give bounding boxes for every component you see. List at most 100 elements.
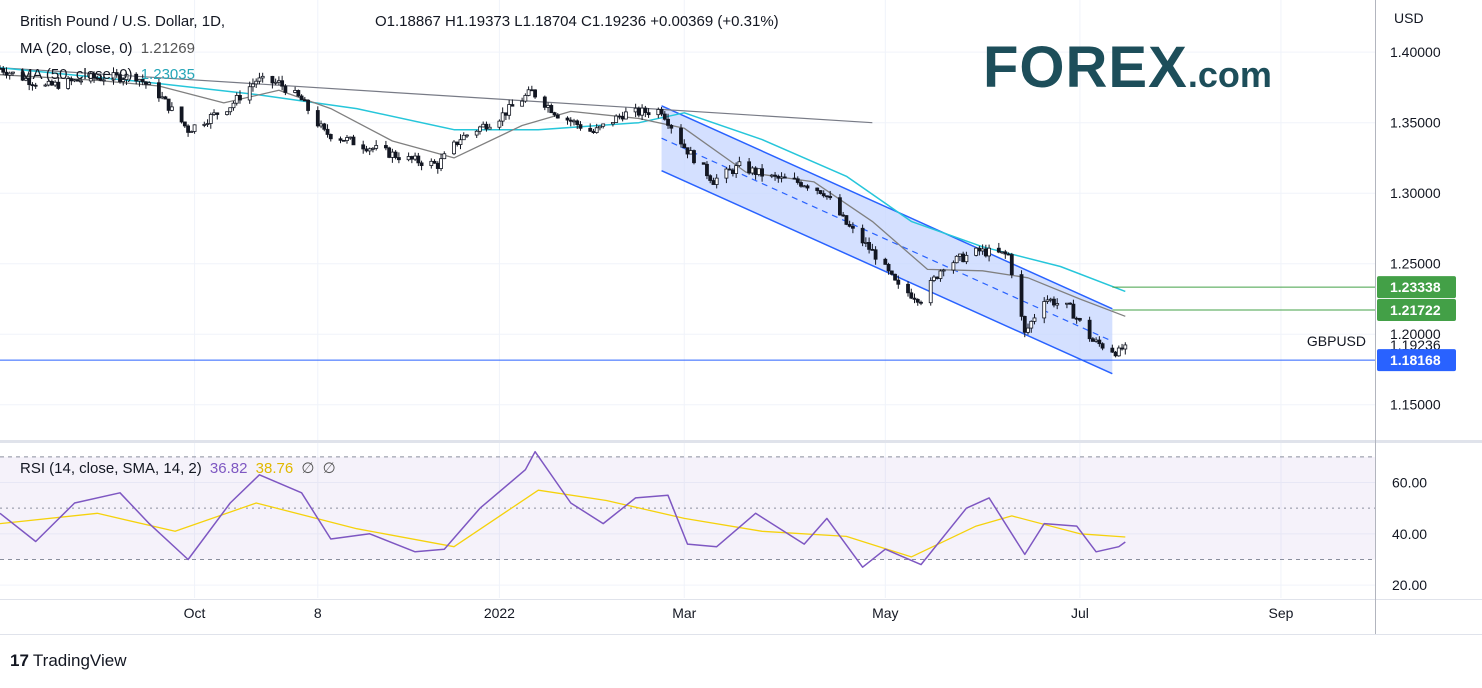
ma20-line — [0, 74, 1126, 317]
candle-231 — [1045, 295, 1050, 304]
price-tick-label-0: 1.40000 — [1390, 44, 1441, 60]
legend-ma20[interactable]: MA (20, close, 0) 1.21269 — [20, 40, 199, 57]
rsi-extra-2: ∅ — [322, 460, 336, 477]
candle-18 — [75, 79, 80, 82]
candle-61 — [273, 78, 278, 86]
candle-195 — [883, 257, 888, 265]
candle-body — [364, 148, 369, 152]
candle-body — [351, 136, 356, 146]
candle-47 — [208, 112, 213, 129]
candle-88 — [393, 150, 398, 160]
candle-150 — [679, 124, 683, 148]
candle-body — [912, 297, 917, 300]
candle-body — [844, 215, 849, 225]
candle-body — [299, 95, 304, 101]
candle-body — [322, 123, 327, 130]
candle-36 — [160, 91, 165, 100]
candle-body — [863, 242, 868, 244]
candle-body — [679, 127, 683, 145]
candle-163 — [734, 162, 739, 178]
candle-body — [825, 195, 829, 198]
x-tick-label-1: 8 — [314, 605, 322, 621]
candle-body — [932, 276, 936, 281]
candle-body — [578, 124, 583, 129]
ma20-value: 1.21269 — [140, 40, 195, 57]
candle-129 — [578, 121, 583, 131]
candle-151 — [682, 139, 687, 149]
candle-body — [1110, 347, 1115, 353]
candle-body — [565, 117, 570, 121]
candle-body — [980, 248, 985, 252]
candle-155 — [701, 162, 706, 165]
candle-body — [111, 72, 116, 81]
candle-86 — [387, 146, 392, 159]
candle-226 — [1022, 315, 1027, 338]
forex-logo-main: FOREX — [983, 35, 1188, 100]
candle-111 — [500, 107, 505, 127]
candle-body — [1029, 320, 1034, 329]
candle-35 — [157, 78, 161, 102]
candle-body — [228, 107, 233, 113]
price-tag-box — [1377, 276, 1456, 299]
candle-body — [283, 85, 288, 93]
candle-65 — [293, 86, 298, 94]
candle-body — [409, 156, 414, 160]
candle-body — [928, 280, 933, 304]
candle-140 — [633, 103, 638, 118]
candle-body — [390, 151, 395, 158]
candle-body — [1026, 327, 1030, 333]
candle-97 — [435, 161, 440, 174]
candle-64 — [283, 84, 288, 96]
candle-43 — [189, 130, 194, 133]
candle-body — [455, 141, 460, 145]
candle-25 — [111, 67, 116, 85]
tradingview-logo[interactable]: 17 TradingView — [10, 651, 126, 671]
rsi-legend[interactable]: RSI (14, close, SMA, 14, 2) 36.82 38.76 … — [20, 459, 340, 477]
candle-182 — [821, 190, 826, 198]
rsi-tick-label-1: 40.00 — [1392, 526, 1427, 542]
candle-body — [805, 185, 810, 189]
candle-body — [1077, 318, 1082, 321]
candle-body — [520, 100, 525, 107]
x-tick-label-6: Sep — [1268, 605, 1293, 621]
candle-body — [56, 81, 61, 89]
candle-body — [542, 96, 547, 108]
candle-42 — [186, 124, 190, 137]
candle-body — [487, 126, 492, 130]
candle-137 — [617, 113, 622, 120]
candle-201 — [909, 288, 914, 300]
price-tag-3: 1.18168 — [0, 349, 1456, 372]
candle-body — [867, 242, 872, 250]
candle-177 — [799, 180, 803, 188]
candle-body — [497, 120, 502, 128]
legend-ma50[interactable]: MA (50, close, 0) 1.23035 — [20, 66, 199, 83]
candle-249 — [1123, 342, 1128, 355]
candle-body — [481, 123, 486, 128]
candle-169 — [760, 164, 764, 182]
candle-99 — [442, 151, 447, 160]
candle-body — [328, 134, 333, 140]
candle-44 — [192, 124, 197, 134]
candle-239 — [1077, 317, 1082, 323]
candle-66 — [296, 89, 301, 98]
candle-body — [432, 160, 437, 164]
candle-body — [140, 78, 145, 83]
candle-73 — [325, 124, 330, 138]
candle-body — [293, 90, 298, 93]
candle-78 — [348, 136, 353, 140]
candle-8 — [30, 82, 35, 91]
candle-196 — [886, 262, 891, 275]
candle-159 — [714, 174, 719, 189]
candle-body — [974, 247, 979, 256]
candle-body — [935, 276, 940, 279]
candle-30 — [134, 72, 139, 85]
candle-202 — [912, 293, 917, 304]
candle-222 — [1003, 249, 1008, 259]
candle-5 — [20, 68, 25, 82]
candle-body — [43, 84, 48, 87]
price-tick-label-1: 1.35000 — [1390, 115, 1441, 131]
candle-77 — [345, 135, 349, 144]
candle-237 — [1071, 299, 1076, 319]
candle-161 — [727, 165, 732, 171]
